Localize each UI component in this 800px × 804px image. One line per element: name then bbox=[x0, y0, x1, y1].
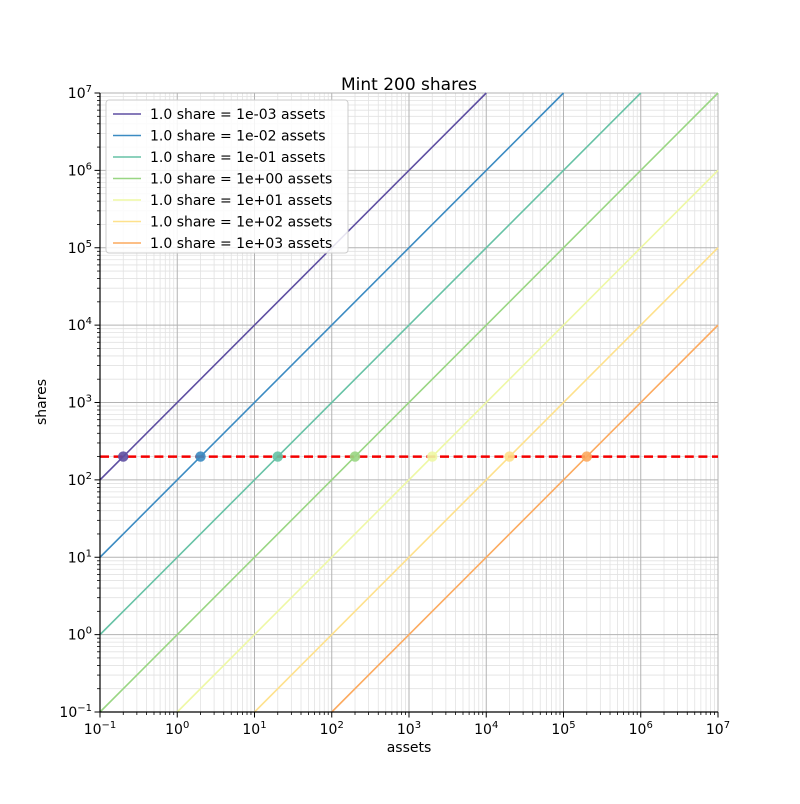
series-line bbox=[99, 92, 565, 558]
legend-entry-label: 1.0 share = 1e+02 assets bbox=[150, 215, 332, 231]
series-line bbox=[331, 324, 719, 713]
legend-entry-label: 1.0 share = 1e-02 assets bbox=[150, 129, 326, 145]
tick-label: 10−1 bbox=[59, 703, 92, 721]
legend-layer: 1.0 share = 1e-03 assets 1.0 share = 1e-0… bbox=[105, 99, 349, 254]
tick-label: 102 bbox=[68, 471, 92, 489]
tick-label: 102 bbox=[320, 720, 344, 738]
tick-label: 103 bbox=[68, 394, 92, 412]
legend-box bbox=[105, 99, 349, 254]
tick-label: 100 bbox=[68, 626, 92, 644]
legend-entry-label: 1.0 share = 1e+01 assets bbox=[150, 193, 332, 209]
tick-label: 10−1 bbox=[84, 720, 117, 738]
marker-dot bbox=[427, 451, 438, 462]
series-line bbox=[253, 247, 719, 713]
axis-layer: 10−1 100 101 102 103 104 105 106 107 10−1 100 101 10… bbox=[59, 84, 730, 738]
series-line bbox=[99, 92, 642, 636]
tick-label: 101 bbox=[68, 548, 92, 566]
marker-dot bbox=[195, 451, 206, 462]
marker-dot bbox=[118, 451, 129, 462]
tick-label: 101 bbox=[242, 720, 266, 738]
y-axis-label: shares bbox=[34, 379, 50, 425]
chart-title: Mint 200 shares bbox=[341, 75, 477, 95]
tick-label: 104 bbox=[474, 720, 498, 738]
tick-label: 103 bbox=[397, 720, 421, 738]
marker-dot bbox=[581, 451, 592, 462]
tick-label: 105 bbox=[551, 720, 575, 738]
legend-entry-label: 1.0 share = 1e-03 assets bbox=[150, 107, 326, 123]
marker-dot bbox=[349, 451, 361, 462]
tick-label: 104 bbox=[68, 316, 92, 334]
series-line bbox=[176, 169, 719, 713]
x-axis-label: assets bbox=[387, 740, 432, 756]
tick-label: 107 bbox=[68, 84, 92, 102]
tick-label: 106 bbox=[68, 161, 92, 179]
tick-label: 100 bbox=[165, 720, 189, 738]
marker-dot bbox=[272, 451, 283, 462]
series-layer bbox=[99, 92, 719, 713]
tick-label: 105 bbox=[68, 239, 92, 257]
legend-entry-label: 1.0 share = 1e+00 assets bbox=[150, 172, 332, 188]
marker-dot bbox=[504, 451, 515, 462]
series-line bbox=[99, 92, 719, 713]
legend-entry-label: 1.0 share = 1e-01 assets bbox=[150, 150, 326, 166]
tick-label: 106 bbox=[629, 720, 653, 738]
legend-entry-label: 1.0 share = 1e+03 assets bbox=[150, 236, 332, 252]
series-line bbox=[99, 92, 487, 481]
tick-label: 107 bbox=[706, 720, 730, 738]
